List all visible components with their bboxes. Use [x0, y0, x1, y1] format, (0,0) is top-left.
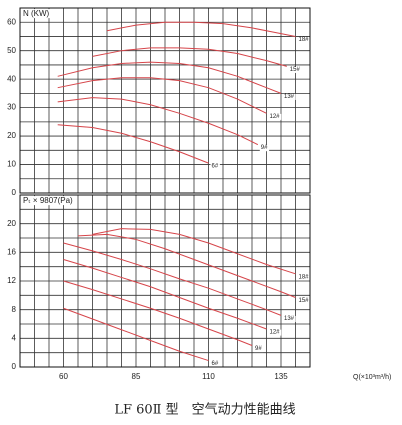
label-bg [288, 66, 302, 73]
curve-label: 12# [270, 330, 281, 336]
label-bg [210, 163, 220, 170]
curve [63, 307, 209, 362]
curve-label: 6# [212, 361, 219, 367]
x-axis-label: Q(×10³m³/h) [353, 374, 391, 381]
x-tick-label: 135 [274, 372, 288, 381]
curve [92, 47, 287, 67]
y-axis-label: N (KW) [23, 9, 50, 18]
y-tick-label: 10 [7, 160, 16, 169]
curve-label: 13# [284, 316, 295, 322]
curve [92, 228, 296, 275]
x-tick-label: 60 [59, 372, 68, 381]
label-bg [268, 113, 282, 120]
y-axis-label: Pₜ × 9807(Pa) [23, 196, 73, 205]
label-bg [297, 37, 311, 44]
y-tick-label: 50 [7, 46, 16, 55]
curve [57, 124, 209, 164]
label-bg [210, 361, 220, 368]
y-tick-label: 4 [12, 333, 17, 342]
label-bg [259, 145, 270, 152]
curve [106, 21, 296, 37]
curve-label: 18# [299, 274, 310, 280]
label-bg [283, 93, 296, 100]
curve [57, 61, 282, 94]
y-tick-label: 12 [7, 276, 16, 285]
curve [57, 97, 259, 146]
curve [57, 77, 267, 114]
curve-label: 15# [299, 298, 310, 304]
y-tick-label: 20 [7, 131, 16, 140]
y-tick-label: 30 [7, 103, 16, 112]
plot-frame [19, 194, 311, 368]
x-tick-label: 110 [202, 372, 215, 381]
curve-label: 13# [284, 94, 295, 100]
y-tick-label: 8 [12, 305, 17, 314]
curve [63, 259, 267, 330]
curve [63, 242, 282, 316]
y-tick-label: 20 [7, 219, 16, 228]
label-bg [254, 346, 264, 353]
label-bg [297, 274, 311, 281]
label-bg [297, 298, 311, 305]
curve-label: 9# [261, 145, 268, 151]
label-bg [22, 9, 51, 19]
curve-label: 9# [255, 346, 262, 352]
curve [77, 233, 296, 298]
y-tick-label: 0 [12, 188, 17, 197]
curve-label: 15# [290, 67, 301, 73]
y-tick-label: 0 [12, 362, 17, 371]
label-bg [22, 196, 75, 206]
y-tick-label: 40 [7, 74, 16, 83]
curve-label: 6# [212, 164, 219, 170]
curve-label: 18# [299, 37, 310, 43]
x-tick-label: 85 [132, 372, 141, 381]
plot-frame [19, 7, 311, 194]
curve [63, 280, 253, 346]
y-tick-label: 16 [7, 247, 16, 256]
caption: LF 60Ⅱ 型 空气动力性能曲线 [114, 402, 295, 418]
curve-label: 12# [270, 114, 281, 120]
y-tick-label: 60 [7, 17, 16, 26]
label-bg [283, 315, 296, 322]
label-bg [268, 329, 282, 336]
